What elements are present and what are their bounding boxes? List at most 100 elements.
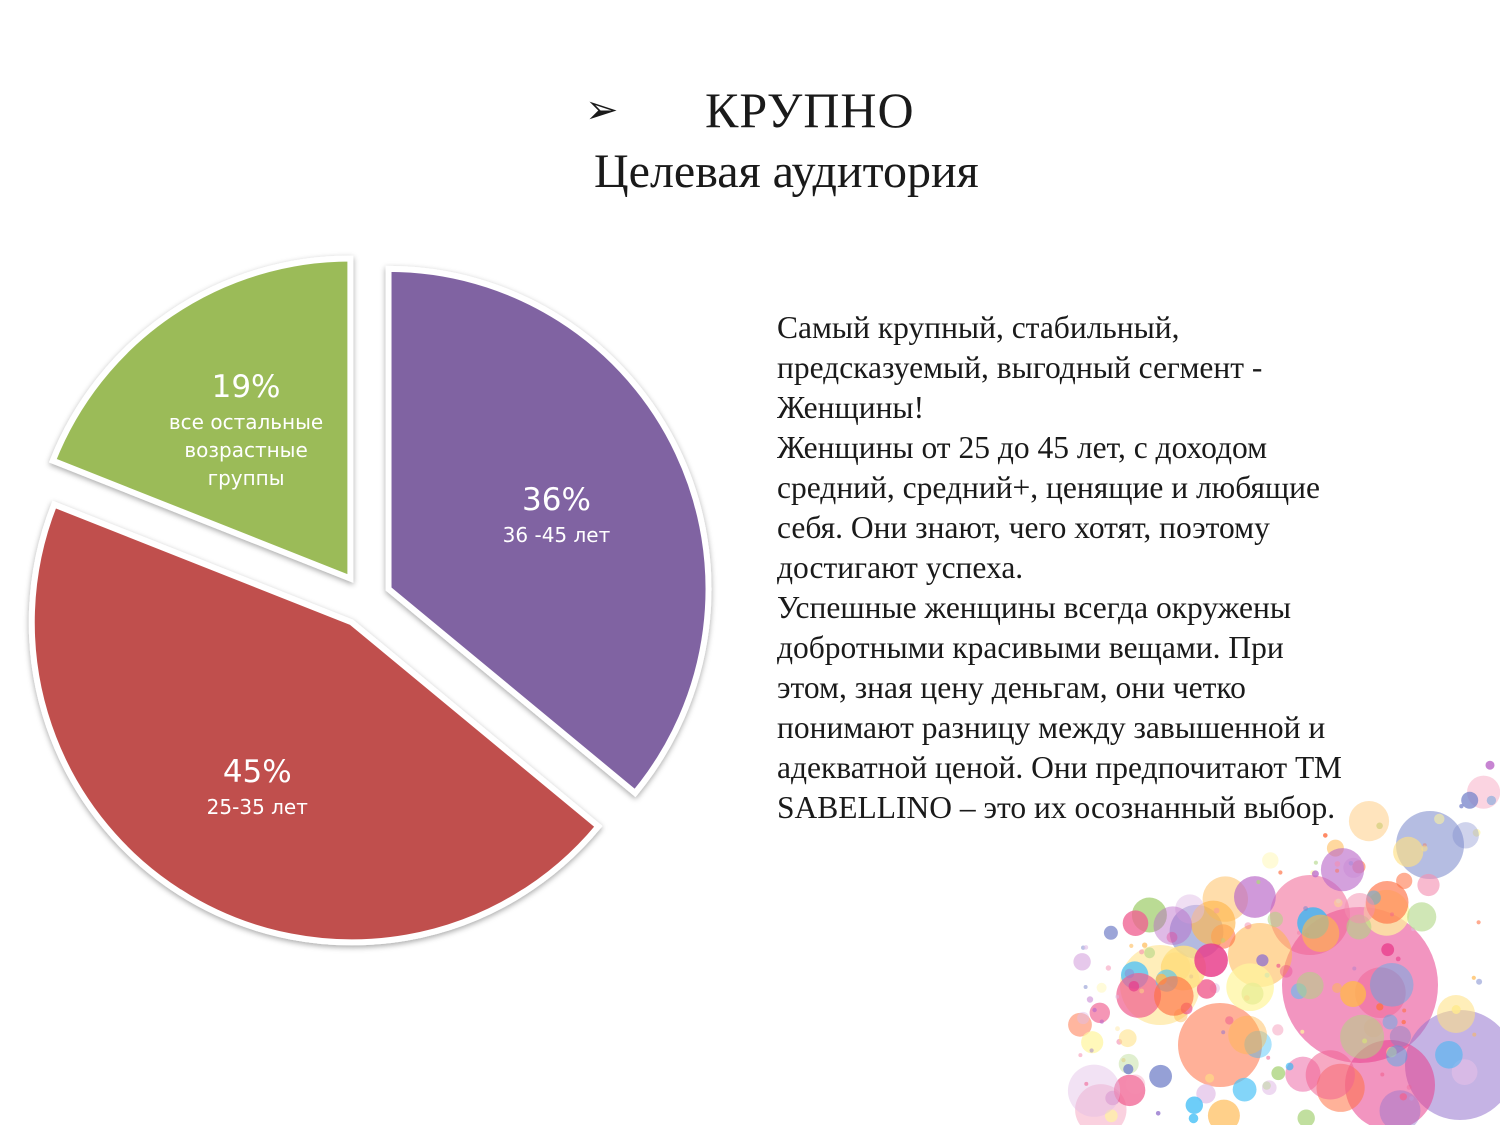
bubble [1244,922,1252,930]
slice-percent-label: 45% [223,754,292,790]
bubble [1153,906,1193,945]
bubble [1081,1031,1104,1054]
bubble [1305,1050,1355,1100]
title-line: ➢ КРУПНО [585,78,915,142]
bubble [1323,833,1328,838]
bubble [1262,1080,1277,1095]
bubble [1213,907,1220,914]
bubble [1407,902,1437,932]
bubble [1129,943,1134,948]
bubble [1262,852,1279,869]
bubble [1256,954,1269,967]
bubble [1067,1064,1121,1117]
bubble [1089,1048,1094,1053]
bubble [1435,1041,1463,1069]
slide-title: КРУПНО [705,82,915,138]
bubble [1401,1019,1406,1025]
bubble [1459,804,1464,809]
bubble [1128,981,1140,992]
description-text: Самый крупный, стабильный, предсказуемый… [777,308,1357,828]
bubble [1190,900,1236,946]
bubble [1276,963,1281,968]
bubble [1188,1113,1199,1124]
bubble [1116,973,1162,1018]
bubble [1279,965,1293,978]
bubble [1345,1040,1435,1125]
bubble [1386,1045,1408,1067]
slice-category-label: возрастные [184,438,307,462]
bubble [1409,1096,1414,1101]
bubble [1244,1030,1272,1059]
bubble [1344,893,1375,924]
bubble [1335,868,1340,873]
bubble [1380,1072,1385,1077]
bubble [1376,822,1383,830]
bubble [1228,1015,1267,1055]
slide-subtitle: Целевая аудитория [594,145,979,198]
bubble [1194,943,1228,977]
bubble [1395,956,1401,962]
paragraph: Женщины от 25 до 45 лет, с доходом средн… [777,430,1321,585]
bubble [1272,1024,1284,1036]
bubble [1452,822,1479,849]
bubble [1149,1064,1172,1088]
slice-category-label: все остальные [169,410,323,434]
bubble [1073,953,1091,971]
bubble [1402,1008,1407,1013]
bubble [1078,1053,1083,1058]
bubble [1396,872,1413,889]
bubble [1266,1055,1271,1060]
bubble [1256,880,1261,884]
bubble [1472,1032,1477,1037]
bubble [1083,985,1088,989]
bubble [1086,996,1094,1003]
bubble [1226,963,1274,1011]
bubble [1115,1026,1120,1032]
bubble [1348,801,1390,842]
bubble [1125,1074,1146,1095]
bubble [1389,1025,1411,1048]
bubble [1301,914,1340,952]
bubble [1332,983,1343,993]
bubble [1476,920,1481,925]
bubble [1390,912,1394,917]
bubble [1142,942,1148,948]
slice-category-label: группы [208,466,285,490]
bubble [1461,791,1479,809]
pie-slice-3 [48,255,354,583]
bubble [1313,860,1318,865]
bubble [1352,966,1357,971]
bubble [1406,1084,1412,1090]
bubble [1267,911,1283,928]
bubble [1105,965,1112,971]
bubble [1139,988,1145,994]
paragraph: Успешные женщины всегда окружены добротн… [777,590,1342,825]
bubble [1311,870,1319,878]
bubble [1196,1084,1216,1104]
bubble [1336,898,1341,904]
pie-slice-1 [385,265,712,798]
bubble [1234,876,1276,918]
bubble [1104,1109,1118,1123]
bubble [1340,981,1367,1007]
bubble [1166,931,1178,943]
bubble [1451,1059,1478,1085]
bubble [1220,938,1226,943]
bubble [1175,894,1205,924]
bubble [1103,925,1118,940]
bubble [1376,1003,1384,1011]
bubble [1386,1046,1397,1058]
bubble [1472,828,1481,837]
bubble [1393,836,1424,867]
bubble [1205,1073,1215,1083]
bubble [1121,1058,1126,1063]
bubble [1118,1029,1137,1048]
bubble [1303,906,1308,911]
bubble [1139,949,1145,955]
bubble [1115,994,1120,999]
bubble [1096,982,1107,993]
bubble [1068,1012,1092,1037]
pie-chart: 36% 36 -45 лет 45% 25-35 лет 19% все остальны… [28,255,712,946]
bubble [1083,945,1089,950]
bubble [1485,760,1495,770]
